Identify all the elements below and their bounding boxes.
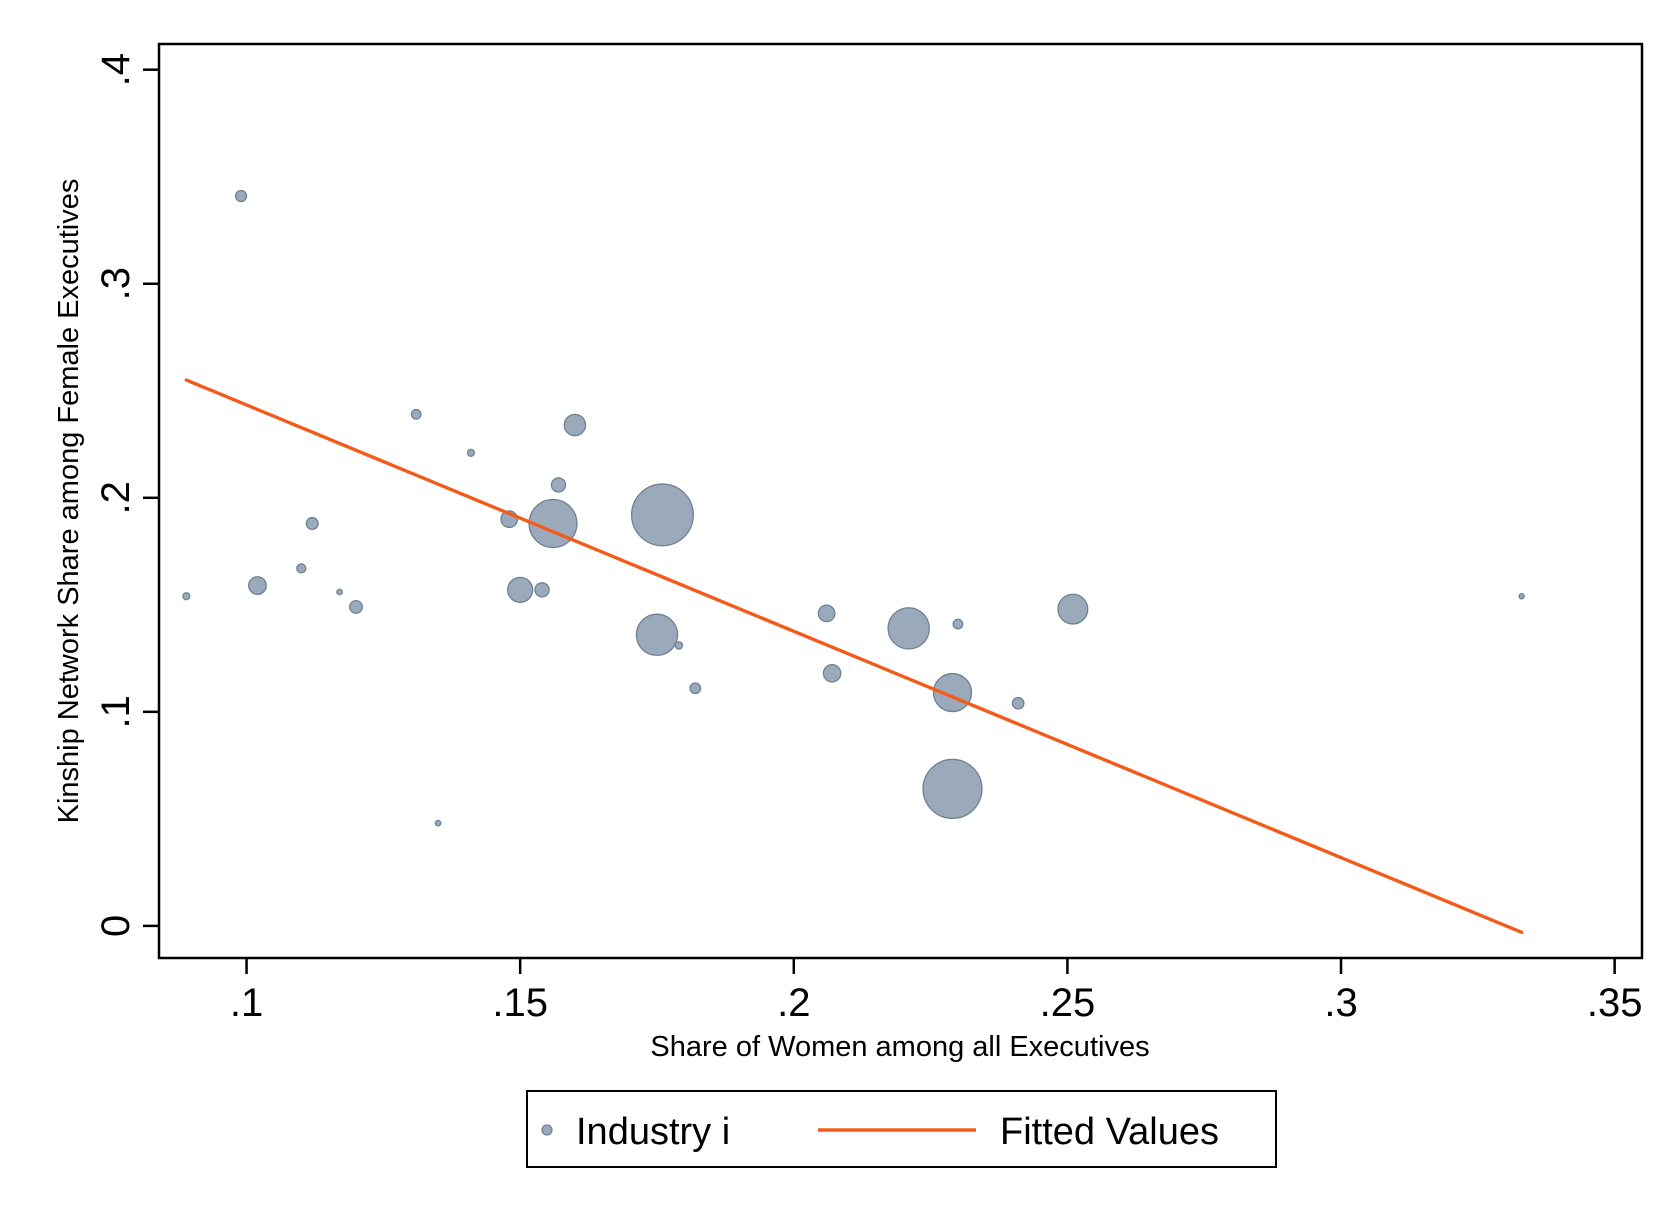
data-point	[563, 413, 587, 437]
y-tick-label: .2	[94, 481, 138, 514]
data-point	[822, 663, 842, 683]
data-point	[182, 592, 191, 601]
y-tick-label: .4	[94, 53, 138, 86]
legend: Industry i Fitted Values	[526, 1090, 1277, 1168]
data-point	[349, 599, 363, 614]
data-point	[434, 819, 442, 827]
scatter-points	[182, 189, 1525, 827]
data-point	[1011, 696, 1025, 710]
data-point	[922, 758, 983, 820]
x-tick-label: .35	[1587, 981, 1643, 1025]
data-point	[534, 582, 550, 598]
data-point	[1057, 593, 1089, 625]
y-tick-label: .1	[94, 695, 138, 728]
data-point	[630, 483, 694, 547]
data-point	[466, 448, 476, 457]
y-tick-label: 0	[94, 915, 138, 937]
fitted-line	[184, 378, 1524, 935]
data-point	[635, 613, 679, 657]
data-point	[1518, 593, 1525, 600]
data-point	[248, 576, 267, 595]
y-axis-title: Kinship Network Share among Female Execu…	[53, 179, 85, 824]
plot-frame	[157, 42, 1644, 960]
x-tick-label: .1	[230, 981, 263, 1025]
legend-label-fitted: Fitted Values	[1000, 1111, 1219, 1153]
data-point	[410, 408, 422, 420]
data-point	[887, 607, 930, 650]
data-point	[674, 641, 684, 650]
data-point	[305, 516, 319, 531]
legend-marker-industry	[541, 1124, 553, 1136]
x-axis: .1 .15 .2 .25 .3 .35	[230, 958, 1643, 1025]
x-tick-label: .25	[1040, 981, 1096, 1025]
y-tick-label: .3	[94, 267, 138, 300]
data-point	[689, 682, 702, 695]
x-tick-label: .3	[1324, 981, 1357, 1025]
data-point	[550, 477, 567, 493]
data-point	[296, 563, 307, 574]
x-tick-label: .15	[492, 981, 548, 1025]
data-point	[234, 189, 248, 203]
data-point	[817, 604, 836, 623]
y-axis: 0 .1 .2 .3 .4	[94, 53, 159, 937]
x-axis-title: Share of Women among all Executives	[650, 1031, 1149, 1063]
data-point	[336, 588, 343, 596]
data-point	[952, 618, 964, 630]
data-point	[507, 576, 534, 603]
legend-label-industry: Industry i	[576, 1111, 730, 1153]
x-tick-label: .2	[777, 981, 810, 1025]
